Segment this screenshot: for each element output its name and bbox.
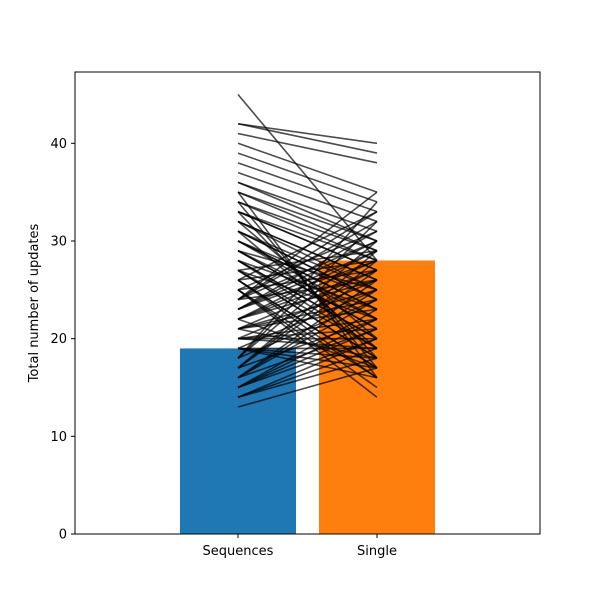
plot-frame (74, 71, 541, 535)
paired-line (237, 181, 378, 232)
paired-line (237, 328, 378, 379)
paired-line (237, 122, 378, 145)
paired-line (237, 171, 378, 223)
y-tick-label: 40 (50, 137, 67, 152)
paired-line (237, 308, 378, 389)
paired-line (237, 269, 378, 320)
paired-line (237, 337, 378, 350)
y-tick-label: 0 (59, 528, 67, 543)
paired-line (237, 132, 378, 164)
paired-line (237, 259, 378, 281)
paired-line (237, 240, 378, 311)
y-tick-label: 20 (50, 332, 67, 347)
paired-line (237, 122, 378, 154)
paired-line (237, 289, 378, 350)
y-tick-label: 10 (50, 430, 67, 445)
paired-line (237, 181, 378, 242)
paired-line (237, 289, 378, 379)
paired-line (237, 367, 378, 408)
paired-line (237, 162, 378, 213)
paired-line (237, 269, 378, 291)
paired-line (237, 298, 378, 379)
paired-line (237, 279, 378, 301)
paired-line (237, 210, 378, 301)
paired-line (237, 347, 378, 399)
paired-line (237, 191, 378, 242)
y-axis-label: Total number of updates (27, 223, 42, 383)
paired-line (237, 328, 378, 389)
paired-line (237, 259, 378, 369)
paired-line (237, 337, 378, 398)
paired-line (237, 152, 378, 203)
paired-line (237, 249, 378, 272)
paired-line (237, 201, 378, 252)
x-axis: Sequences Single (203, 534, 397, 559)
x-tick-label: Single (357, 544, 397, 559)
paired-line (237, 142, 378, 193)
paired-line (237, 298, 378, 359)
y-axis: 0 10 20 30 40 (50, 137, 75, 543)
bars-layer (180, 260, 435, 534)
paired-lines-layer (237, 93, 378, 408)
paired-line (237, 230, 378, 301)
x-tick-label: Sequences (203, 544, 274, 559)
paired-line (237, 269, 378, 330)
paired-line (237, 347, 378, 379)
paired-line (237, 357, 378, 399)
y-tick-label: 30 (50, 234, 67, 249)
bar-sequences (180, 348, 296, 534)
